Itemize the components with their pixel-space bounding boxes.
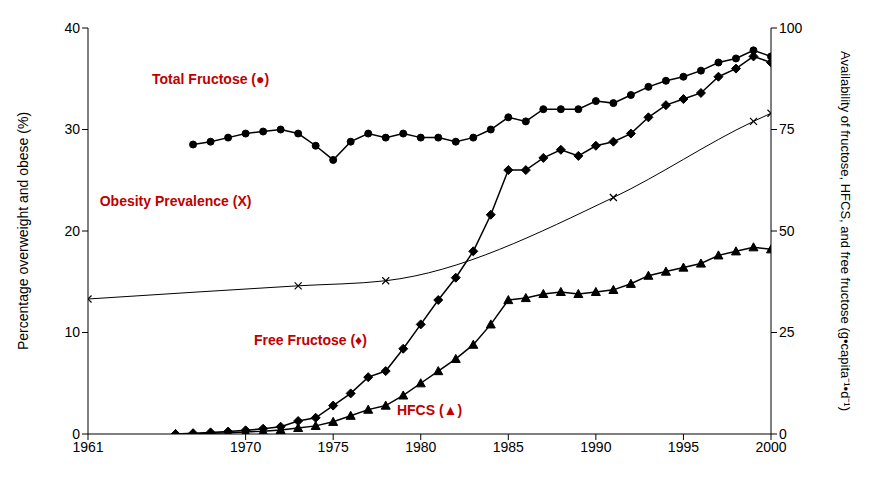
- svg-text:Availability of fructose, HFCS: Availability of fructose, HFCS, and free…: [838, 51, 853, 411]
- svg-text:1995: 1995: [668, 439, 699, 455]
- svg-text:30: 30: [64, 121, 80, 137]
- svg-text:25: 25: [779, 324, 795, 340]
- svg-text:100: 100: [779, 20, 803, 36]
- svg-text:Percentage overweight and obes: Percentage overweight and obese (%): [15, 112, 31, 350]
- svg-text:Total Fructose (●): Total Fructose (●): [152, 71, 269, 87]
- svg-text:50: 50: [779, 223, 795, 239]
- svg-text:1975: 1975: [318, 439, 349, 455]
- svg-text:1985: 1985: [493, 439, 524, 455]
- svg-text:HFCS (▲): HFCS (▲): [397, 402, 462, 418]
- svg-text:1990: 1990: [580, 439, 611, 455]
- svg-text:40: 40: [64, 20, 80, 36]
- svg-text:0: 0: [779, 426, 787, 442]
- svg-text:20: 20: [64, 223, 80, 239]
- svg-text:0: 0: [72, 426, 80, 442]
- svg-text:1961: 1961: [72, 438, 104, 455]
- svg-text:10: 10: [64, 324, 80, 340]
- svg-text:Obesity Prevalence (X): Obesity Prevalence (X): [100, 193, 252, 209]
- svg-text:Free Fructose (♦): Free Fructose (♦): [254, 332, 367, 348]
- svg-text:1970: 1970: [230, 439, 261, 455]
- svg-text:2000: 2000: [755, 438, 787, 455]
- svg-text:1980: 1980: [405, 439, 436, 455]
- svg-text:75: 75: [779, 121, 795, 137]
